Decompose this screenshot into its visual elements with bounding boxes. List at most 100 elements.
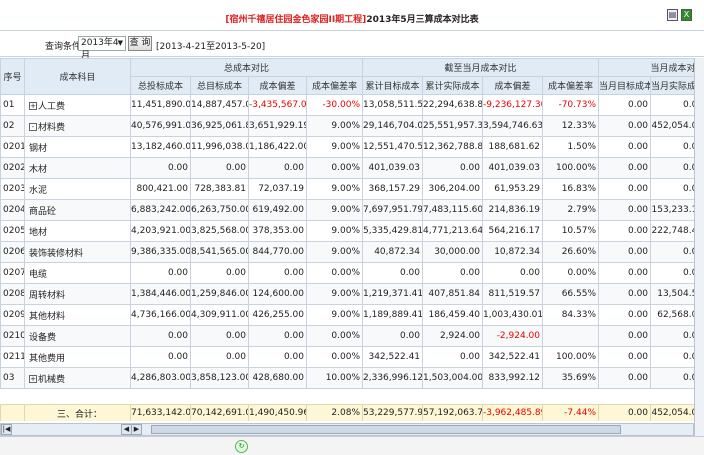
table-row[interactable]: 0203 水泥 800,421.00 728,383.81 72,037.19 9.00%…: [0, 178, 694, 200]
column-header-total[interactable]: 总目标成本: [190, 76, 249, 95]
value-cell: 40,576,991.00: [130, 115, 191, 137]
value-cell: 2,336,996.12: [362, 367, 424, 389]
excel-export-icon[interactable]: X: [681, 9, 692, 21]
value-cell: 84.33%: [542, 304, 600, 326]
value-cell: 100.00%: [542, 346, 600, 368]
value-cell: 1,186,422.00: [248, 136, 307, 158]
row-name-cell: + 人工费: [24, 94, 131, 116]
table-row[interactable]: 0210 设备费 0.00 0.00 0.00 0.00% 0.00 2,924.00 -2,9…: [0, 325, 694, 347]
row-name: 机械费: [38, 374, 66, 385]
scroll-right-icon[interactable]: ▶: [131, 424, 142, 435]
header-name: 成本科目: [24, 58, 131, 95]
value-cell: 0.00: [650, 94, 694, 116]
value-cell: 0.00: [598, 304, 652, 326]
column-header-total[interactable]: 成本偏差: [248, 76, 307, 95]
table-row[interactable]: 0202 木材 0.00 0.00 0.00 0.00% 401,039.03 0.00 401…: [0, 157, 694, 179]
value-cell: 153,233.10: [650, 199, 694, 221]
table-row[interactable]: 0201 钢材 13,182,460.0011,996,038.001,186,42…: [0, 136, 694, 158]
value-cell: 0.00: [248, 325, 307, 347]
value-cell: 14,887,457.00: [190, 94, 249, 116]
value-cell: 0.00: [650, 157, 694, 179]
value-cell: 1.50%: [542, 136, 600, 158]
row-name-cell: + 机械费: [24, 367, 131, 389]
row-code: 0209: [0, 304, 25, 326]
table-row[interactable]: 0209 其他材料 4,736,166.00 4,309,911.00 426,255.…: [0, 304, 694, 326]
table-row[interactable]: 0204 商品砼 6,883,242.00 6,263,750.00 619,492.0…: [0, 199, 694, 221]
row-name: 其他费用: [29, 353, 66, 364]
total-value-cell: 70,142,691.04: [190, 404, 249, 421]
row-name: 周转材料: [29, 290, 66, 301]
table-row[interactable]: 0207 电缆 0.00 0.00 0.00 0.00% 0.00 0.00 0.00 0.00%…: [0, 262, 694, 284]
value-cell: 378,353.00: [248, 220, 307, 242]
column-header-total[interactable]: 成本偏差率: [305, 76, 364, 95]
header-code: 序号: [0, 58, 25, 95]
column-header-month[interactable]: 当月实际成本: [650, 76, 694, 95]
table-row[interactable]: 02-材料费40,576,991.0036,925,061.813,651,92…: [0, 115, 694, 137]
value-cell: 40,872.34: [362, 241, 424, 263]
value-cell: 1,003,430.01: [482, 304, 544, 326]
value-cell: 66.55%: [542, 283, 600, 305]
row-code: 0204: [0, 199, 25, 221]
value-cell: 72,037.19: [248, 178, 307, 200]
column-header-month[interactable]: 当月目标成本: [598, 76, 652, 95]
vertical-scrollbar[interactable]: [694, 58, 704, 436]
value-cell: 0.00: [190, 262, 249, 284]
expand-icon[interactable]: +: [29, 375, 37, 383]
row-name-cell: 其他费用: [24, 346, 131, 368]
value-cell: 0.00: [598, 178, 652, 200]
value-cell: -30.00%: [305, 94, 364, 116]
value-cell: 306,204.00: [422, 178, 484, 200]
value-cell: 12.33%: [542, 115, 600, 137]
horizontal-scrollbar[interactable]: |◀ ◀ ▶: [0, 423, 694, 436]
value-cell: 2,924.00: [422, 325, 484, 347]
row-code: 03: [0, 367, 25, 389]
value-cell: 0.00: [650, 346, 694, 368]
value-cell: 188,681.62: [482, 136, 544, 158]
value-cell: 401,039.03: [362, 157, 424, 179]
value-cell: 0.00%: [542, 262, 600, 284]
table-row[interactable]: 0206 装饰装修材料 9,386,335.00 8,541,565.00 844,77…: [0, 241, 694, 263]
value-cell: 29,146,704.00: [362, 115, 424, 137]
chevron-down-icon[interactable]: ▼: [117, 39, 123, 47]
value-cell: 0.00: [598, 367, 652, 389]
period-select[interactable]: 2013年4月 ▼: [78, 36, 126, 61]
value-cell: -9,236,127.30: [482, 94, 544, 116]
expand-icon[interactable]: +: [29, 102, 37, 110]
project-name[interactable]: [宿州千禧居住园金色家园II期工程]: [225, 15, 367, 25]
value-cell: 833,992.12: [482, 367, 544, 389]
value-cell: 62,568.00: [650, 304, 694, 326]
value-cell: 9.00%: [305, 283, 364, 305]
table-row[interactable]: 0205 地材 4,203,921.00 3,825,568.00 378,353.00…: [0, 220, 694, 242]
total-value-cell: 2.08%: [306, 404, 363, 421]
table-row[interactable]: 01+人工费11,451,890.0014,887,457.00-3,435,5…: [0, 94, 694, 116]
value-cell: 11,996,038.00: [190, 136, 249, 158]
scroll-first-icon[interactable]: |◀: [1, 424, 12, 435]
status-icon: ↻: [235, 440, 248, 453]
row-name: 木材: [29, 164, 48, 175]
value-cell: 844,770.00: [248, 241, 307, 263]
status-bar: ↻: [0, 436, 704, 455]
scroll-thumb[interactable]: [151, 425, 621, 434]
column-header-cum[interactable]: 成本偏差: [482, 76, 544, 95]
value-cell: 342,522.41: [482, 346, 544, 368]
column-header-total[interactable]: 总投标成本: [130, 76, 191, 95]
header-group-month: 当月成本对比: [598, 58, 694, 77]
column-header-cum[interactable]: 累计实际成本: [422, 76, 484, 95]
collapse-icon[interactable]: -: [29, 123, 37, 131]
column-header-cum[interactable]: 成本偏差率: [542, 76, 600, 95]
table-row[interactable]: 0211 其他费用 0.00 0.00 0.00 0.00% 342,522.41 0.00 3…: [0, 346, 694, 368]
row-name-cell: 木材: [24, 157, 131, 179]
value-cell: 9.00%: [305, 304, 364, 326]
value-cell: 6,883,242.00: [130, 199, 191, 221]
query-button[interactable]: 查 询: [128, 36, 152, 51]
total-value-cell: 452,054.08: [650, 404, 694, 421]
row-name-cell: 钢材: [24, 136, 131, 158]
value-cell: 0.00: [598, 157, 652, 179]
print-icon[interactable]: ▤: [667, 9, 678, 21]
column-header-cum[interactable]: 累计目标成本: [362, 76, 424, 95]
value-cell: 2.79%: [542, 199, 600, 221]
table-row[interactable]: 0208 周转材料 1,384,446.00 1,259,846.00 124,600.…: [0, 283, 694, 305]
table-row[interactable]: 03 + 机械费 4,286,803.00 3,858,123.00 428,680.00…: [0, 367, 694, 389]
row-name-cell: 周转材料: [24, 283, 131, 305]
header-group-cumulative: 截至当月成本对比: [362, 58, 600, 77]
